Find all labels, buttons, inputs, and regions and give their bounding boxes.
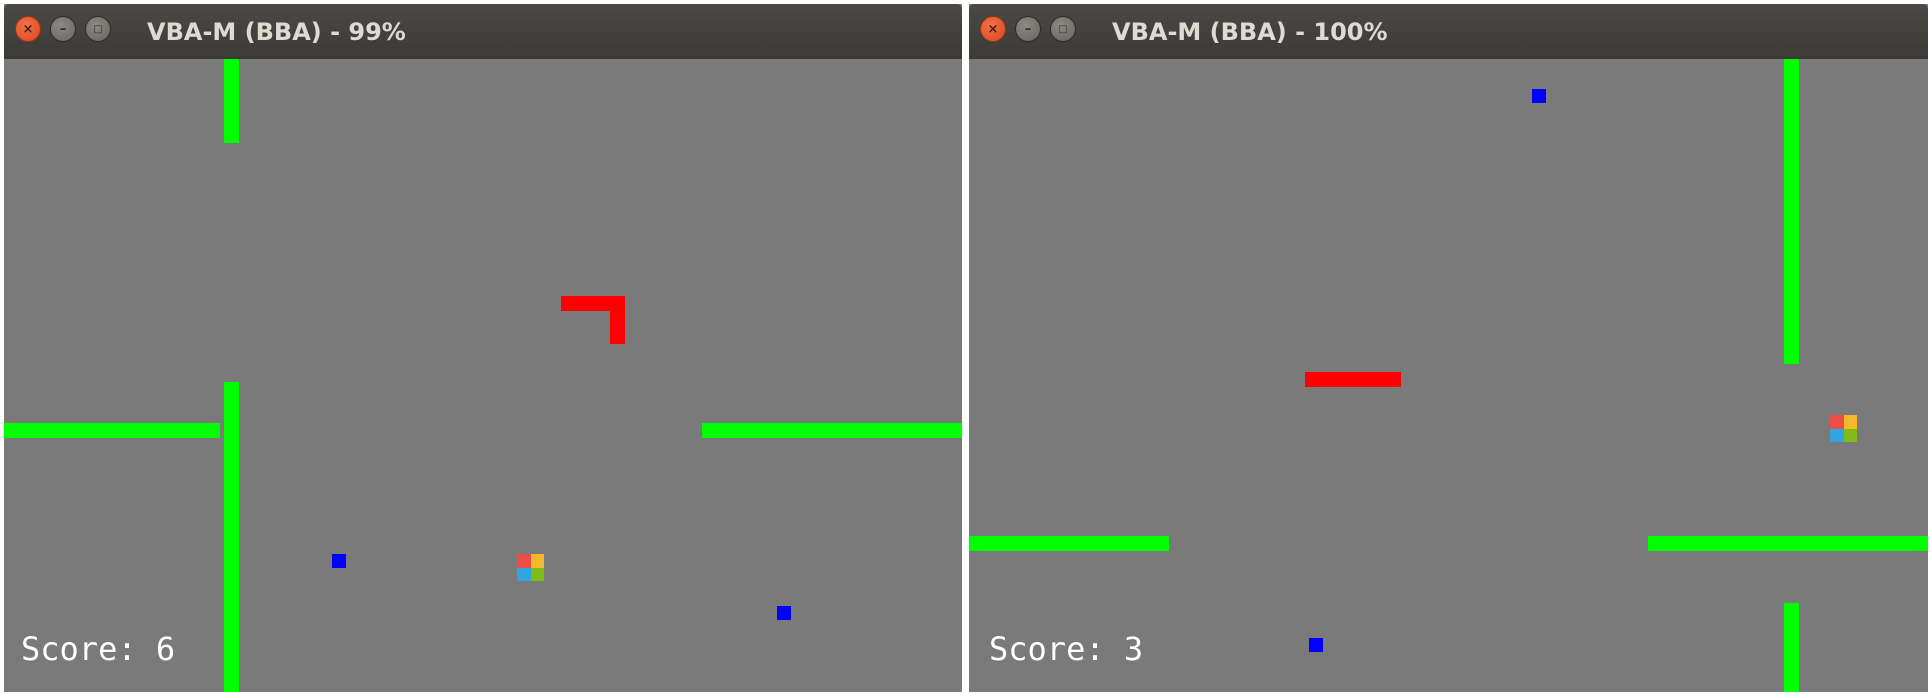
close-icon[interactable]: × (15, 16, 41, 42)
minimize-icon[interactable]: – (50, 16, 76, 42)
snake-segment (1305, 372, 1401, 387)
wall-segment (1784, 603, 1799, 692)
score-display: Score: 6 (21, 630, 176, 668)
wall-segment (969, 536, 1169, 551)
food-pellet (777, 606, 791, 620)
window-titlebar[interactable]: × – □ VBA-M (BBA) - 100% (969, 4, 1928, 59)
wall-segment (224, 382, 239, 692)
snake-segment (610, 296, 625, 344)
window-titlebar[interactable]: × – □ VBA-M (BBA) - 99% (4, 4, 962, 59)
food-pellet (1532, 89, 1546, 103)
game-window-right[interactable]: × – □ VBA-M (BBA) - 100% Score: 3 (969, 4, 1928, 692)
wall-segment (1648, 536, 1928, 551)
wall-segment (4, 423, 220, 438)
wall-segment (702, 423, 962, 438)
score-display: Score: 3 (989, 630, 1144, 668)
window-title: VBA-M (BBA) - 99% (147, 18, 406, 46)
maximize-icon[interactable]: □ (85, 16, 111, 42)
maximize-icon[interactable]: □ (1050, 16, 1076, 42)
minimize-icon[interactable]: – (1015, 16, 1041, 42)
food-pellet (332, 554, 346, 568)
wall-segment (1784, 59, 1799, 364)
game-window-left[interactable]: × – □ VBA-M (BBA) - 99% Score: 6 (4, 4, 962, 692)
game-screen[interactable]: Score: 3 (969, 59, 1928, 692)
player-icon (1830, 415, 1857, 442)
snake-segment (561, 296, 625, 311)
wall-segment (224, 59, 239, 143)
window-title: VBA-M (BBA) - 100% (1112, 18, 1388, 46)
game-screen[interactable]: Score: 6 (4, 59, 962, 692)
close-icon[interactable]: × (980, 16, 1006, 42)
player-icon (517, 554, 544, 581)
food-pellet (1309, 638, 1323, 652)
